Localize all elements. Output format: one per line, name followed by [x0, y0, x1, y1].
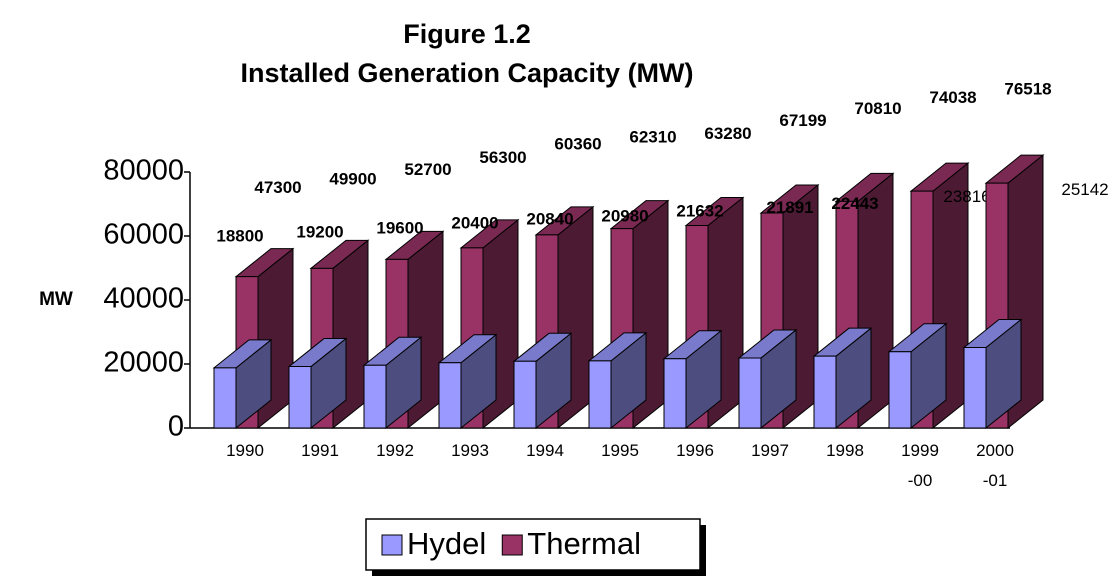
bar-front [363, 364, 387, 429]
data-label: 18800 [216, 226, 263, 245]
bar [212, 338, 273, 430]
legend-box [365, 518, 701, 571]
data-label: 62310 [629, 128, 676, 147]
x-tick-label: 1990 [226, 441, 264, 460]
x-tick-label: 2000-01 [976, 441, 1014, 490]
x-tick-label: 1992 [376, 441, 414, 460]
bar [812, 327, 873, 430]
bar-front [663, 358, 687, 429]
data-label: 22443 [831, 194, 878, 213]
data-label: 56300 [479, 148, 526, 167]
legend-label: Thermal [527, 526, 641, 561]
legend-swatch [501, 534, 523, 556]
data-label: 60360 [554, 134, 601, 153]
y-tick-label: 20000 [103, 347, 184, 379]
bar [437, 333, 498, 430]
x-tick-label: 1998 [826, 441, 864, 460]
x-tick-label: 1993 [451, 441, 489, 460]
data-label: 25142 [1061, 180, 1108, 199]
bar-front [813, 355, 837, 429]
data-label: 47300 [254, 178, 301, 197]
data-label: 20840 [526, 209, 573, 228]
bar [587, 331, 648, 430]
data-label: 19600 [376, 219, 423, 238]
data-label: 74038 [929, 88, 976, 107]
legend-swatch [381, 534, 403, 556]
x-tick-label: 1991 [301, 441, 339, 460]
data-label: 23816 [943, 187, 990, 206]
bar-front [213, 367, 237, 429]
bar-front [438, 362, 462, 429]
bar-front [738, 357, 762, 429]
data-label: 52700 [404, 160, 451, 179]
y-tick-label: 80000 [103, 155, 184, 187]
y-tick-label: 0 [168, 411, 184, 443]
x-tick-label: 1997 [751, 441, 789, 460]
legend-label: Hydel [407, 526, 486, 561]
x-tick-label: 1995 [601, 441, 639, 460]
bar-front [963, 347, 987, 429]
data-label: 19200 [296, 222, 343, 241]
chart-subtitle: Installed Generation Capacity (MW) [240, 58, 693, 88]
data-label: 20400 [451, 213, 498, 232]
data-label: 70810 [854, 99, 901, 118]
x-tick-label: 1996 [676, 441, 714, 460]
bar [362, 336, 423, 430]
bar [962, 318, 1023, 430]
bar [287, 337, 348, 430]
data-label: 49900 [329, 169, 376, 188]
data-label: 76518 [1004, 80, 1051, 99]
bar-front [588, 360, 612, 429]
y-tick-label: 40000 [103, 283, 184, 315]
data-label: 21632 [676, 202, 723, 221]
y-tick-label: 60000 [103, 219, 184, 251]
bar [887, 322, 948, 430]
bar [512, 332, 573, 430]
y-axis-label: MW [39, 289, 73, 310]
data-label: 67199 [779, 111, 826, 130]
bar-front [288, 366, 312, 429]
bar [737, 328, 798, 430]
data-label: 21891 [766, 198, 813, 217]
chart-title: Figure 1.2 [403, 19, 531, 49]
bar-front [513, 360, 537, 429]
data-label: 63280 [704, 124, 751, 143]
bar-front [888, 351, 912, 429]
data-label: 20980 [601, 206, 648, 225]
bar [662, 329, 723, 430]
x-tick-label: 1994 [526, 441, 564, 460]
x-tick-label: 1999-00 [901, 441, 939, 490]
